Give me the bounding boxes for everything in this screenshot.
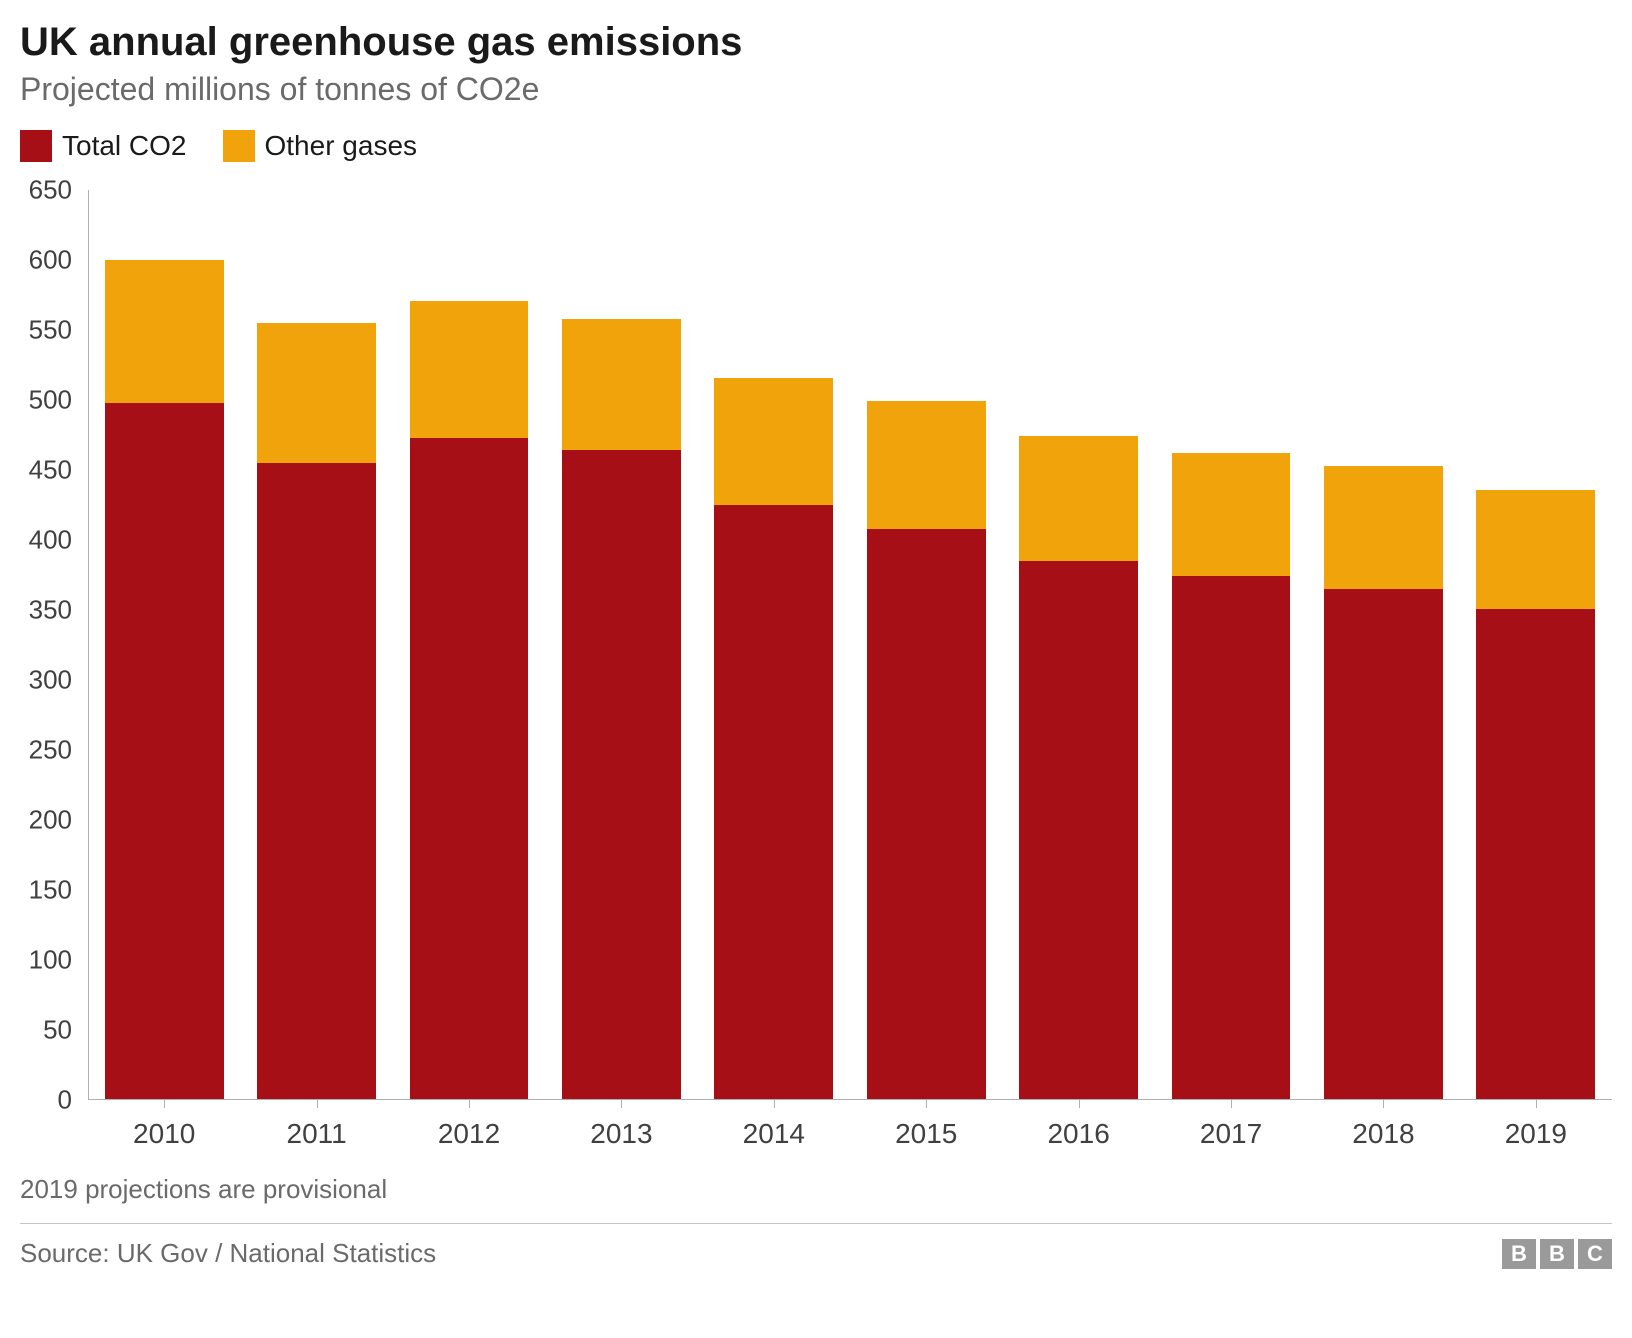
source-text: Source: UK Gov / National Statistics <box>20 1238 436 1269</box>
y-tick-label: 150 <box>12 875 72 906</box>
bar <box>1019 190 1138 1100</box>
bar <box>105 190 224 1100</box>
bar <box>1172 190 1291 1100</box>
bar <box>1324 190 1443 1100</box>
bar-segment-total-co2 <box>714 505 833 1100</box>
y-tick-label: 100 <box>12 945 72 976</box>
y-axis: 050100150200250300350400450500550600650 <box>20 190 80 1100</box>
bar-segment-total-co2 <box>1172 576 1291 1100</box>
x-tick-label: 2017 <box>1155 1110 1307 1150</box>
bar-segment-other-gases <box>562 319 681 451</box>
y-tick-label: 200 <box>12 805 72 836</box>
bar-slot <box>240 190 392 1100</box>
bar-slot <box>1307 190 1459 1100</box>
x-tick-label: 2012 <box>393 1110 545 1150</box>
y-tick-label: 250 <box>12 735 72 766</box>
footer: Source: UK Gov / National Statistics B B… <box>20 1238 1612 1269</box>
x-tick-label: 2011 <box>240 1110 392 1150</box>
bar-segment-total-co2 <box>257 463 376 1100</box>
bbc-logo-b2: B <box>1540 1239 1574 1269</box>
legend-item-total-co2: Total CO2 <box>20 130 187 162</box>
bar-segment-other-gases <box>1172 453 1291 576</box>
chart-subtitle: Projected millions of tonnes of CO2e <box>20 71 1612 108</box>
bar-slot <box>393 190 545 1100</box>
legend-item-other-gases: Other gases <box>223 130 418 162</box>
bar-segment-other-gases <box>867 401 986 528</box>
x-tick-label: 2015 <box>850 1110 1002 1150</box>
bar-segment-total-co2 <box>105 403 224 1100</box>
bar-slot <box>88 190 240 1100</box>
x-axis-line <box>88 1099 1612 1100</box>
y-tick-label: 50 <box>12 1015 72 1046</box>
bar-slot <box>545 190 697 1100</box>
bar-segment-total-co2 <box>1476 609 1595 1100</box>
legend-label-total-co2: Total CO2 <box>62 130 187 162</box>
bar <box>867 190 986 1100</box>
bar <box>562 190 681 1100</box>
y-tick-label: 400 <box>12 525 72 556</box>
x-axis-labels: 2010201120122013201420152016201720182019 <box>88 1110 1612 1150</box>
bar-segment-total-co2 <box>867 529 986 1100</box>
bar-slot <box>1002 190 1154 1100</box>
bar-segment-total-co2 <box>410 438 529 1100</box>
bbc-logo: B B C <box>1502 1239 1612 1269</box>
bar <box>257 190 376 1100</box>
y-tick-label: 300 <box>12 665 72 696</box>
bar-segment-total-co2 <box>562 450 681 1100</box>
bar <box>410 190 529 1100</box>
y-tick-label: 450 <box>12 455 72 486</box>
y-tick-label: 600 <box>12 245 72 276</box>
x-tick-label: 2018 <box>1307 1110 1459 1150</box>
bar-segment-other-gases <box>1476 490 1595 609</box>
legend-swatch-other-gases <box>223 130 255 162</box>
bar-segment-other-gases <box>410 301 529 438</box>
bar-segment-other-gases <box>714 378 833 505</box>
legend-swatch-total-co2 <box>20 130 52 162</box>
chart-title: UK annual greenhouse gas emissions <box>20 20 1612 65</box>
plot-area: 050100150200250300350400450500550600650 … <box>20 190 1612 1150</box>
bar-segment-other-gases <box>1324 466 1443 589</box>
y-tick-label: 550 <box>12 315 72 346</box>
bar-segment-total-co2 <box>1019 561 1138 1100</box>
y-tick-label: 650 <box>12 175 72 206</box>
footnote: 2019 projections are provisional <box>20 1174 1612 1205</box>
chart-container: UK annual greenhouse gas emissions Proje… <box>20 20 1612 1269</box>
bar-segment-other-gases <box>257 323 376 463</box>
footer-divider <box>20 1223 1612 1224</box>
bbc-logo-b1: B <box>1502 1239 1536 1269</box>
bar-slot <box>850 190 1002 1100</box>
y-tick-label: 350 <box>12 595 72 626</box>
bar <box>714 190 833 1100</box>
legend: Total CO2 Other gases <box>20 130 1612 162</box>
bar-slot <box>1155 190 1307 1100</box>
y-tick-label: 0 <box>12 1085 72 1116</box>
bars-area <box>88 190 1612 1100</box>
x-tick-label: 2013 <box>545 1110 697 1150</box>
x-tick-label: 2019 <box>1460 1110 1612 1150</box>
bar-segment-other-gases <box>105 260 224 403</box>
bar-segment-total-co2 <box>1324 589 1443 1100</box>
bar-segment-other-gases <box>1019 436 1138 561</box>
bbc-logo-c: C <box>1578 1239 1612 1269</box>
legend-label-other-gases: Other gases <box>265 130 418 162</box>
bar-slot <box>698 190 850 1100</box>
x-tick-label: 2010 <box>88 1110 240 1150</box>
bar <box>1476 190 1595 1100</box>
x-tick-label: 2016 <box>1002 1110 1154 1150</box>
bar-slot <box>1460 190 1612 1100</box>
x-tick-label: 2014 <box>698 1110 850 1150</box>
y-tick-label: 500 <box>12 385 72 416</box>
